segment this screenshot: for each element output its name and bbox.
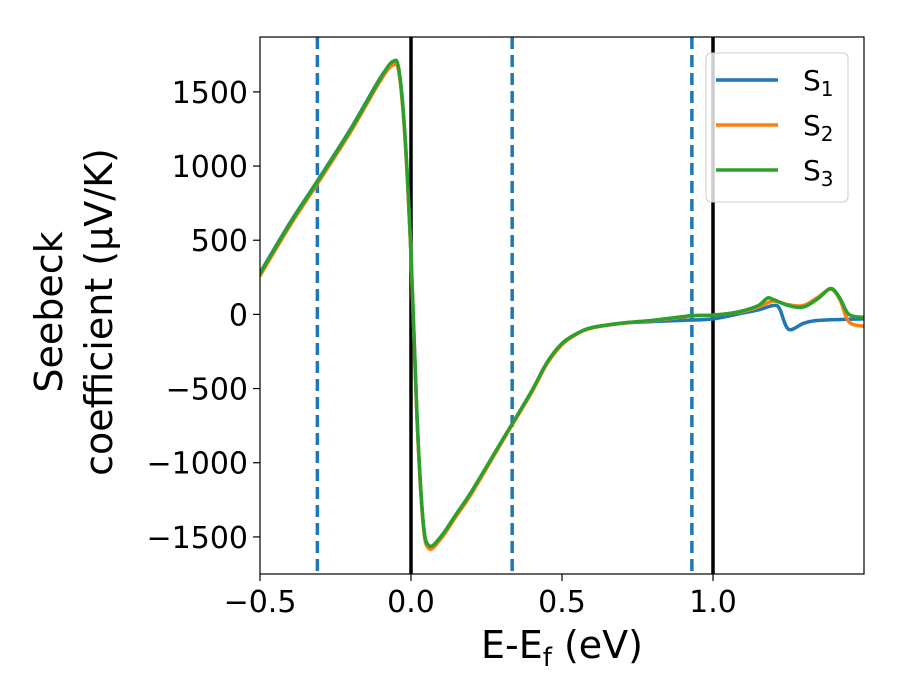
reference-lines (315, 37, 715, 574)
y-tick-label: 1500 (172, 76, 248, 111)
x-axis-label: E-Ef (eV) (481, 623, 643, 673)
y-axis-label: Seebeck coefficient (μV/K) (27, 148, 121, 476)
x-axis: −0.5 0.0 0.5 1.0 (224, 574, 737, 620)
y-tick-label: 500 (191, 224, 248, 259)
legend-box (705, 52, 849, 203)
y-tick-label: −1500 (147, 521, 248, 556)
y-axis-label-line2: coefficient (μV/K) (77, 148, 121, 476)
x-tick-label: −0.5 (224, 585, 297, 620)
x-tick-label: 0.5 (538, 585, 586, 620)
series-lines (260, 58, 864, 551)
legend: S1 S2 S3 (705, 52, 849, 203)
y-tick-label: −1000 (147, 447, 248, 482)
y-tick-label: 0 (229, 298, 248, 333)
legend-label: S1 (803, 64, 834, 101)
legend-label: S3 (803, 154, 834, 191)
x-tick-label: 1.0 (689, 585, 737, 620)
x-tick-label: 0.0 (387, 585, 435, 620)
series-line-S3 (260, 58, 864, 549)
y-axis-label-line1: Seebeck (27, 231, 71, 392)
y-tick-label: −500 (166, 373, 248, 408)
legend-label: S2 (803, 109, 834, 146)
y-axis: 1500 1000 500 0 −500 −1000 −1500 (147, 76, 260, 556)
y-tick-label: 1000 (172, 150, 248, 185)
